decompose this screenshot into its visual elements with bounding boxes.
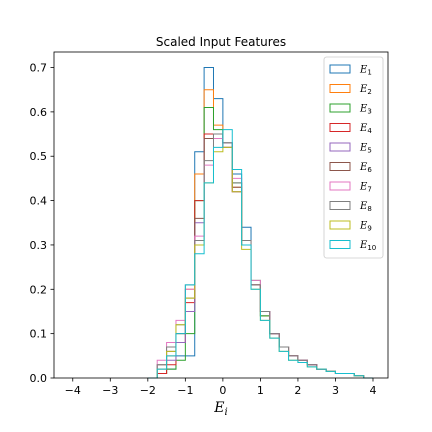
legend-item-e4[interactable]: E4: [329, 123, 372, 135]
legend-label: E6: [359, 162, 372, 174]
x-tick-label: 4: [369, 384, 376, 397]
x-tick-label: 3: [332, 384, 339, 397]
legend-label: E10: [359, 240, 376, 252]
legend-swatch: [329, 84, 351, 93]
y-tick-label: 0.6: [30, 106, 48, 119]
x-axis-label: Ei: [213, 400, 227, 418]
y-tick-label: 0.2: [30, 283, 48, 296]
legend-item-e10[interactable]: E10: [329, 240, 376, 252]
y-tick-label: 0.5: [30, 150, 48, 163]
legend-item-e3[interactable]: E3: [329, 103, 372, 116]
legend-item-e8[interactable]: E8: [329, 201, 372, 213]
x-tick-label: −4: [65, 384, 81, 397]
chart-title: Scaled Input Features: [156, 35, 286, 49]
legend-item-e9[interactable]: E9: [329, 220, 372, 233]
legend-swatch: [329, 64, 351, 74]
legend-label: E2: [359, 84, 372, 96]
legend-swatch: [329, 142, 351, 152]
x-tick-label: 0: [219, 384, 226, 397]
legend-frame: [323, 56, 384, 259]
legend-label: E3: [359, 104, 372, 116]
legend-swatch: [329, 162, 351, 171]
x-axis-label-base: E: [213, 400, 224, 416]
y-tick-label: 0.7: [30, 62, 48, 75]
legend-item-e7[interactable]: E7: [329, 181, 372, 194]
x-axis-label-subscript: i: [225, 407, 228, 418]
legend-item-e5[interactable]: E5: [329, 142, 372, 155]
legend-swatch: [329, 220, 351, 230]
legend[interactable]: E1 E2 E3 E4 E5 E6 E7 E8 E9 E10: [323, 56, 384, 259]
legend-item-e6[interactable]: E6: [329, 162, 372, 174]
legend-swatch: [329, 181, 351, 191]
legend-swatch: [329, 240, 351, 249]
y-tick-label: 0.0: [30, 372, 48, 385]
legend-swatch: [329, 201, 351, 210]
x-tick-label: −2: [140, 384, 156, 397]
x-tick-label: 2: [294, 384, 301, 397]
legend-label: E9: [359, 221, 372, 233]
x-tick-label: −1: [177, 384, 193, 397]
series-e10-step: [147, 129, 373, 379]
plot-frame: [53, 51, 389, 379]
x-tick-label: −3: [102, 384, 118, 397]
axis-layer: −4 −3 −2 −1 0 1 2 3 4 0.0 0.1 0.2 0.3 0.4 0.5 0.6 0.7: [30, 62, 377, 397]
y-tick-label: 0.3: [30, 239, 48, 252]
legend-swatch: [329, 123, 351, 132]
y-tick-label: 0.4: [30, 195, 48, 208]
y-tick-label: 0.1: [30, 328, 48, 341]
legend-label: E7: [359, 182, 372, 194]
legend-item-e1[interactable]: E1: [329, 64, 372, 77]
x-tick-label: 1: [257, 384, 264, 397]
legend-item-e2[interactable]: E2: [329, 84, 372, 96]
legend-label: E5: [359, 143, 372, 155]
legend-swatch: [329, 103, 351, 113]
series-layer: [147, 67, 373, 379]
legend-label: E8: [359, 201, 372, 213]
legend-label: E4: [359, 123, 372, 135]
legend-label: E1: [359, 65, 372, 77]
